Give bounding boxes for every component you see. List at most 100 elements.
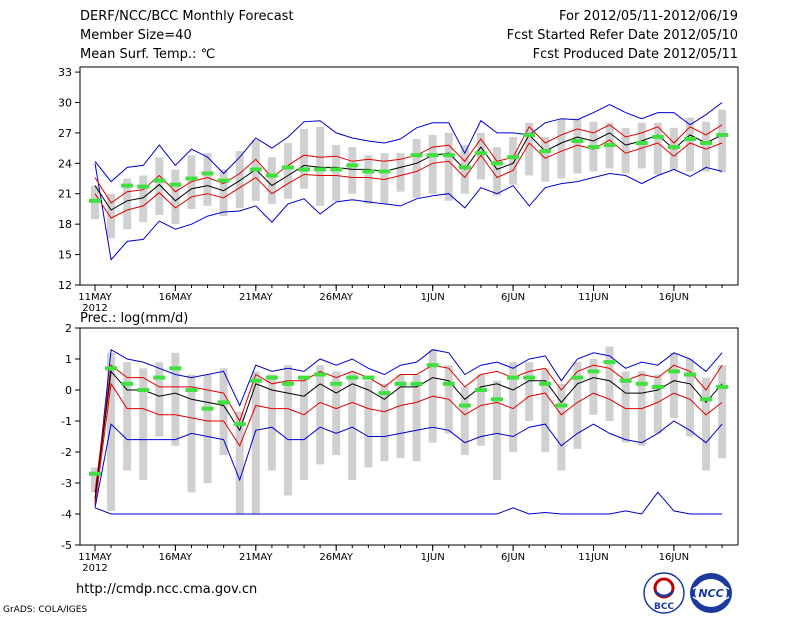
series-median-line — [94, 132, 723, 211]
observed-marker — [539, 149, 552, 154]
observed-marker — [233, 422, 246, 427]
observed-marker — [700, 141, 713, 146]
observed-marker — [121, 183, 134, 188]
observed-marker — [491, 161, 503, 166]
observed-marker — [507, 155, 520, 160]
series-max_top-line — [94, 102, 723, 183]
ensemble-spread-box — [348, 147, 357, 194]
observed-marker — [716, 132, 729, 137]
ensemble-spread-box — [525, 362, 534, 421]
observed-marker — [153, 375, 166, 380]
observed-marker — [217, 400, 230, 405]
y-tick-label: -1 — [61, 415, 72, 428]
prec-panel-title: Prec.: log(mm/d) — [80, 311, 188, 326]
y-tick-label: 1 — [65, 353, 72, 366]
ensemble-spread-box — [509, 362, 518, 452]
y-tick-label: 30 — [58, 96, 72, 109]
x-year-label: 2012 — [82, 303, 107, 314]
y-tick-label: -3 — [61, 477, 72, 490]
observed-marker — [683, 136, 696, 141]
ensemble-spread-box — [235, 411, 244, 514]
x-tick-label: 6JUN — [501, 552, 525, 563]
observed-marker — [458, 403, 471, 408]
ensemble-spread-box — [525, 122, 534, 176]
ensemble-spread-box — [316, 126, 325, 206]
observed-marker — [571, 139, 584, 144]
ensemble-spread-box — [123, 178, 132, 230]
observed-marker — [249, 378, 262, 383]
observed-marker — [442, 153, 455, 158]
observed-marker — [491, 397, 503, 402]
observed-marker — [137, 388, 150, 392]
observed-marker — [716, 384, 729, 389]
ensemble-spread-box — [444, 132, 453, 201]
observed-marker — [667, 145, 680, 150]
observed-marker — [314, 372, 327, 377]
ensemble-spread-box — [653, 374, 662, 434]
observed-marker — [298, 167, 311, 172]
ensemble-spread-box — [589, 359, 598, 415]
observed-marker — [314, 167, 327, 172]
observed-marker — [362, 375, 375, 380]
ensemble-spread-box — [91, 467, 99, 493]
observed-marker — [667, 369, 680, 374]
observed-marker — [185, 176, 198, 181]
ensemble-spread-box — [332, 145, 341, 201]
ensemble-spread-box — [702, 121, 711, 172]
x-tick-label: 21MAY — [239, 552, 273, 563]
observed-marker — [426, 153, 439, 158]
observed-marker — [201, 406, 214, 411]
y-tick-label: 12 — [58, 279, 72, 292]
observed-marker — [265, 173, 278, 178]
observed-marker — [700, 397, 713, 402]
observed-marker — [169, 366, 182, 371]
ensemble-spread-box — [476, 374, 485, 446]
ensemble-spread-box — [155, 362, 164, 437]
observed-marker — [683, 372, 696, 377]
y-tick-label: -2 — [61, 446, 72, 459]
plot-frame — [79, 327, 739, 546]
ensemble-spread-box — [139, 175, 148, 223]
x-tick-label: 16JUN — [659, 552, 689, 563]
x-tick-label: 26MAY — [319, 552, 353, 563]
ensemble-spread-box — [476, 132, 485, 180]
observed-marker — [603, 143, 616, 148]
ensemble-spread-box — [316, 365, 325, 465]
ensemble-spread-box — [702, 377, 711, 471]
x-tick-label: 11JUN — [578, 292, 608, 303]
ensemble-spread-box — [460, 386, 469, 456]
ensemble-spread-box — [171, 352, 180, 446]
observed-marker — [281, 165, 294, 170]
observed-marker — [89, 471, 101, 476]
website-url[interactable]: http://cmdp.ncc.cma.gov.cn — [76, 582, 258, 597]
x-tick-label: 1JUN — [421, 292, 445, 303]
ensemble-spread-box — [493, 147, 501, 196]
ncc-logo-text: NCC — [698, 587, 723, 600]
y-tick-label: 24 — [58, 157, 72, 170]
observed-marker — [105, 366, 118, 371]
x-tick-label: 1JUN — [421, 552, 445, 563]
series-lower-line — [94, 382, 723, 505]
x-tick-label: 21MAY — [239, 292, 273, 303]
observed-marker — [555, 403, 568, 408]
observed-marker — [539, 381, 552, 386]
ensemble-spread-box — [621, 127, 630, 174]
ensemble-spread-box — [364, 155, 373, 204]
observed-marker — [619, 378, 632, 383]
ensemble-spread-box — [541, 136, 550, 182]
ensemble-spread-box — [718, 365, 727, 459]
ensemble-spread-box — [139, 368, 148, 480]
ensemble-spread-box — [283, 365, 292, 496]
x-tick-label: 6JUN — [501, 292, 525, 303]
observed-marker — [651, 134, 664, 139]
ensemble-spread-box — [300, 128, 309, 189]
chart-title: DERF/NCC/BCC Monthly Forecast — [80, 9, 294, 24]
x-tick-label: 16MAY — [159, 552, 193, 563]
ensemble-spread-box — [412, 138, 421, 198]
observed-marker — [426, 363, 439, 368]
observed-marker — [474, 151, 487, 156]
observed-marker — [137, 184, 150, 189]
ensemble-spread-box — [509, 136, 518, 185]
observed-marker — [635, 141, 648, 146]
observed-marker — [442, 381, 455, 386]
